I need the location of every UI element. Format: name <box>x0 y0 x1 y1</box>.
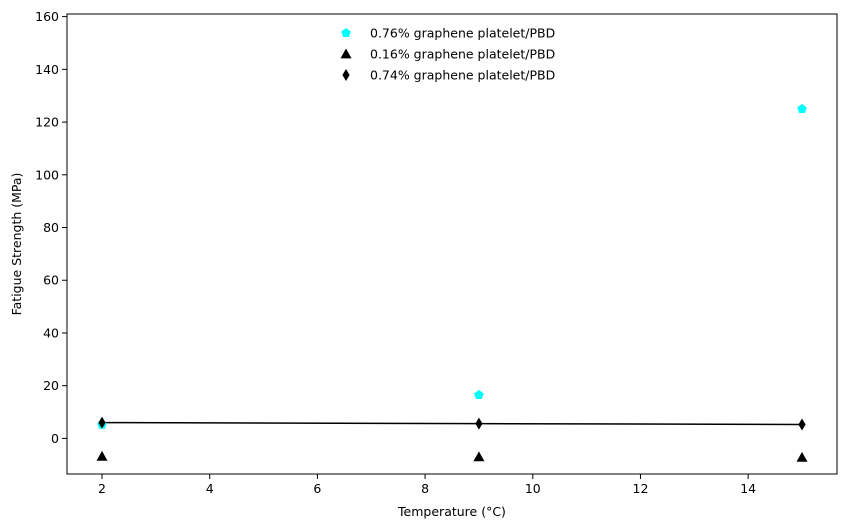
series-2-point <box>473 451 485 462</box>
y-tick-label: 80 <box>43 220 59 235</box>
series-1-point <box>474 389 484 399</box>
y-tick-label: 60 <box>43 273 59 288</box>
x-tick-label: 4 <box>206 481 214 496</box>
x-axis-ticks: 2 4 6 8 10 12 14 <box>98 474 756 496</box>
y-tick-label: 160 <box>35 9 59 24</box>
x-tick-label: 10 <box>525 481 541 496</box>
y-axis-ticks: 0 20 40 60 80 100 120 140 160 <box>35 9 67 446</box>
y-tick-label: 140 <box>35 62 59 77</box>
series-2-point <box>96 450 108 461</box>
series-3-point <box>798 418 806 431</box>
series-2-point <box>796 451 808 462</box>
series-3-point <box>475 417 483 430</box>
y-tick-label: 20 <box>43 378 59 393</box>
y-tick-label: 120 <box>35 115 59 130</box>
series-3-point <box>98 416 106 429</box>
legend-label-3: 0.74% graphene platelet/PBD <box>370 68 555 83</box>
y-axis-label: Fatigue Strength (MPa) <box>9 173 24 316</box>
y-tick-label: 100 <box>35 167 59 182</box>
legend-label-2: 0.16% graphene platelet/PBD <box>370 47 555 62</box>
series-1-point <box>797 103 807 113</box>
x-tick-label: 12 <box>633 481 649 496</box>
data-points <box>96 103 808 462</box>
x-tick-label: 8 <box>421 481 429 496</box>
y-tick-label: 40 <box>43 325 59 340</box>
x-axis-label: Temperature (°C) <box>397 504 506 519</box>
legend-label-1: 0.76% graphene platelet/PBD <box>370 26 555 41</box>
x-tick-label: 6 <box>313 481 321 496</box>
legend-marker-2 <box>340 48 352 59</box>
plot-area <box>66 13 838 475</box>
x-tick-label: 14 <box>740 481 756 496</box>
x-tick-label: 2 <box>98 481 106 496</box>
legend-marker-3 <box>342 69 350 81</box>
legend-marker-1 <box>341 28 351 38</box>
legend: 0.76% graphene platelet/PBD 0.16% graphen… <box>340 26 555 83</box>
y-tick-label: 0 <box>51 431 59 446</box>
